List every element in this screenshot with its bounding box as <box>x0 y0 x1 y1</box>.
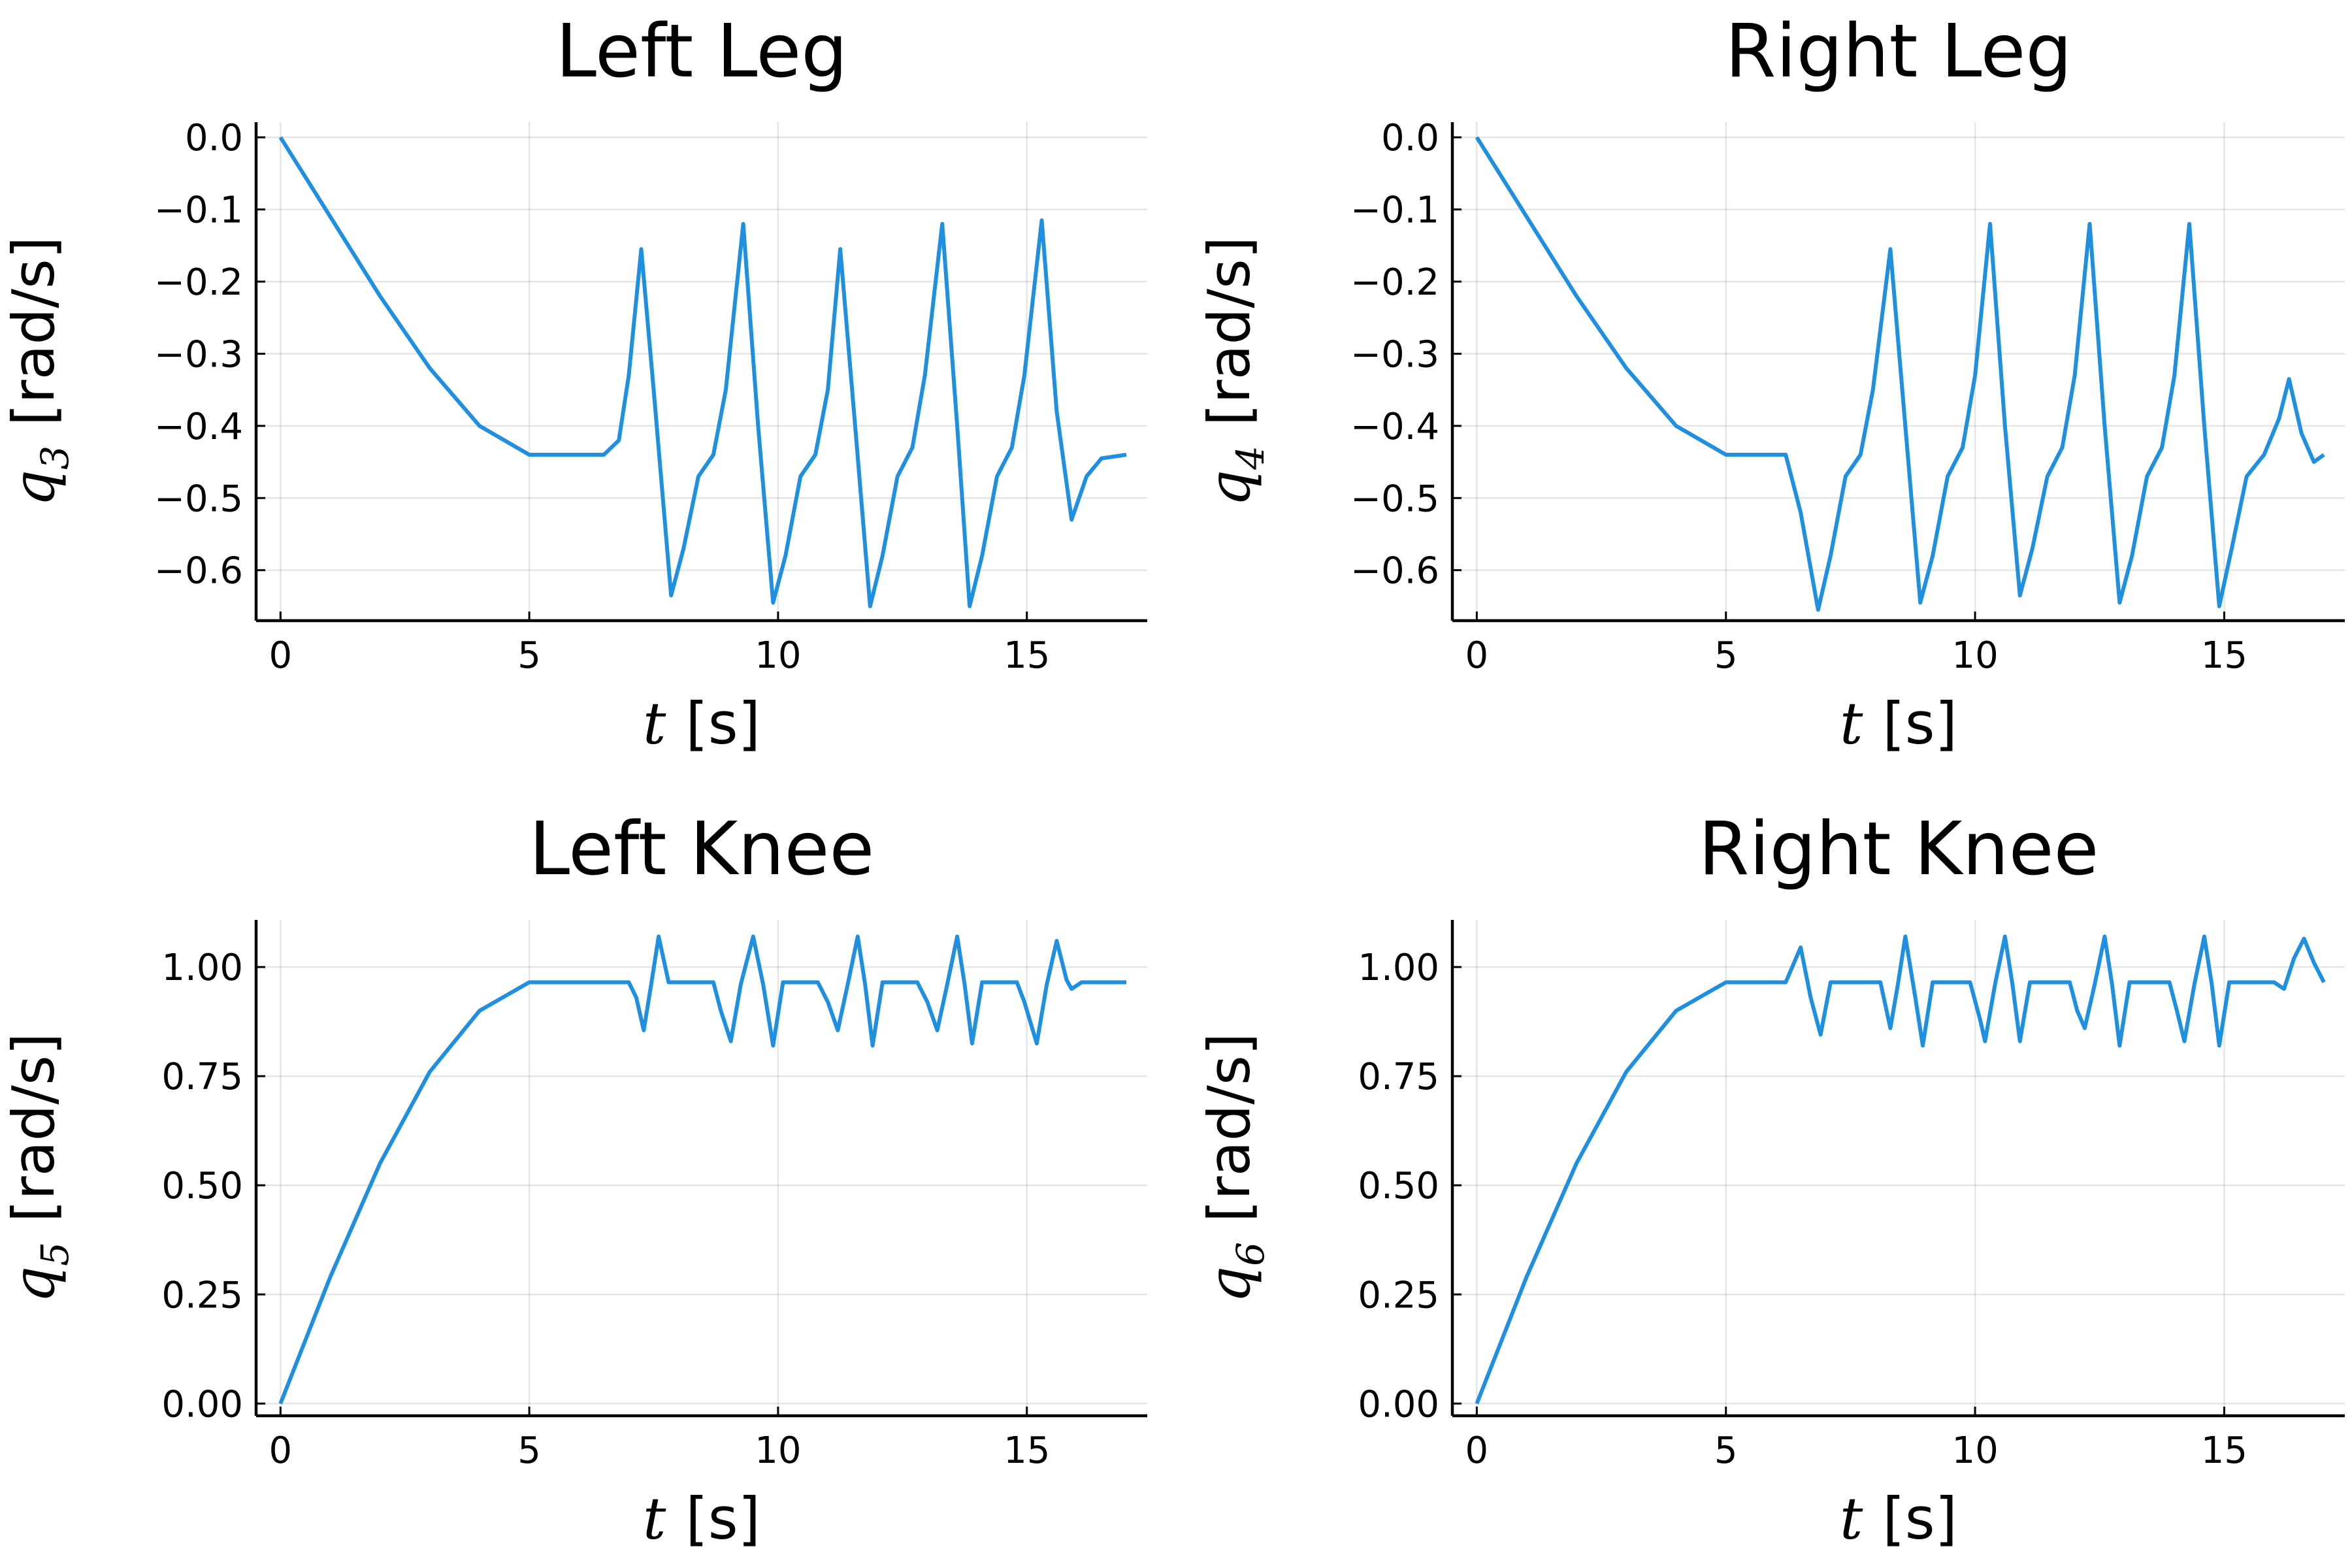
x-tick-label: 5 <box>517 634 541 677</box>
y-tick-label: 0.50 <box>1358 1165 1439 1207</box>
y-label-subscript: 3 <box>33 446 77 470</box>
x-label-unit: [s] <box>1882 690 1957 757</box>
data-line <box>1475 934 2326 1405</box>
subplot-title: Right Leg <box>1725 9 2072 94</box>
x-tick-label: 0 <box>269 1429 292 1472</box>
subplot-title: Right Knee <box>1699 807 2099 892</box>
y-tick-label: −0.1 <box>154 189 243 232</box>
subplot: Right Leg 0 5 10 15 0.0 −0.1 −0.2 −0.3 −0.4 −0.5 −0… <box>1196 9 2345 757</box>
y-tick-label: −0.1 <box>1350 189 1439 232</box>
x-tick-label: 15 <box>1004 634 1050 677</box>
x-tick-label: 0 <box>269 634 292 677</box>
y-tick-label: 0.25 <box>1358 1274 1439 1316</box>
x-tick-label: 10 <box>755 1429 801 1472</box>
x-tick-label: 15 <box>2201 634 2247 677</box>
x-label-symbol: t <box>1840 690 1863 757</box>
y-tick-label: −0.3 <box>154 333 243 376</box>
x-axis-label: t [s] <box>1840 690 1957 757</box>
x-label-symbol: t <box>643 690 666 757</box>
y-tick-label: −0.5 <box>154 478 243 520</box>
y-label-symbol: q <box>0 470 67 506</box>
y-tick-label: 0.50 <box>161 1165 243 1207</box>
x-tick-label: 5 <box>517 1429 541 1472</box>
y-tick-label: 0.75 <box>161 1056 243 1098</box>
subplot-title: Left Leg <box>556 9 848 94</box>
x-tick-label: 15 <box>2201 1429 2247 1472</box>
x-tick-label: 15 <box>1004 1429 1050 1472</box>
data-line <box>1475 136 2325 612</box>
x-axis-label: t [s] <box>643 1485 760 1552</box>
y-label-subscript: 6 <box>1228 1242 1273 1266</box>
subplot: Left Knee 0 5 10 15 0.00 0.25 0.50 0.75 1.00 t [s] q… <box>0 807 1147 1552</box>
y-tick-label: 0.25 <box>161 1274 243 1316</box>
x-tick-label: 10 <box>1952 1429 1998 1472</box>
y-tick-label: −0.6 <box>1350 550 1439 593</box>
y-tick-label: −0.4 <box>1350 406 1439 448</box>
x-label-unit: [s] <box>685 1485 760 1552</box>
subplot-title: Left Knee <box>529 807 875 892</box>
x-axis-label: t [s] <box>643 690 760 757</box>
y-tick-label: −0.6 <box>154 550 243 593</box>
x-tick-label: 0 <box>1465 1429 1489 1472</box>
y-tick-label: 0.0 <box>185 117 243 159</box>
x-label-symbol: t <box>643 1485 666 1552</box>
y-label-subscript: 4 <box>1228 446 1273 470</box>
x-tick-label: 10 <box>755 634 801 677</box>
y-label-unit: [rad/s] <box>0 1033 67 1222</box>
y-tick-label: 1.00 <box>161 947 243 989</box>
y-label-subscript: 5 <box>33 1242 77 1266</box>
y-tick-label: 0.00 <box>1358 1383 1439 1426</box>
y-tick-label: 0.00 <box>161 1383 243 1426</box>
y-label-unit: [rad/s] <box>1196 237 1263 426</box>
x-axis-label: t [s] <box>1840 1485 1957 1552</box>
y-axis-label: q3 [rad/s] <box>0 237 77 506</box>
y-axis-label: q6 [rad/s] <box>1196 1033 1273 1303</box>
x-label-unit: [s] <box>685 690 760 757</box>
x-label-unit: [s] <box>1882 1485 1957 1552</box>
y-axis-label: q5 [rad/s] <box>0 1033 77 1303</box>
y-tick-label: −0.2 <box>1350 261 1439 304</box>
y-tick-label: −0.3 <box>1350 333 1439 376</box>
data-line <box>278 136 1127 608</box>
y-label-symbol: q <box>1196 470 1263 506</box>
y-label-unit: [rad/s] <box>1196 1033 1263 1222</box>
x-tick-label: 5 <box>1714 634 1738 677</box>
subplot: Right Knee 0 5 10 15 0.00 0.25 0.50 0.75 1.00 t [s]… <box>1196 807 2345 1552</box>
y-label-symbol: q <box>0 1266 67 1303</box>
x-label-symbol: t <box>1840 1485 1863 1552</box>
y-label-symbol: q <box>1196 1266 1263 1303</box>
y-tick-label: 0.0 <box>1381 117 1439 159</box>
x-tick-label: 0 <box>1465 634 1489 677</box>
y-label-unit: [rad/s] <box>0 237 67 426</box>
subplot: Left Leg 0 5 10 15 0.0 −0.1 −0.2 −0.3 −0.4 −0.5 −0.… <box>0 9 1147 757</box>
y-tick-label: 0.75 <box>1358 1056 1439 1098</box>
x-tick-label: 10 <box>1952 634 1998 677</box>
data-line <box>278 934 1126 1405</box>
y-tick-label: −0.4 <box>154 406 243 448</box>
y-axis-label: q4 [rad/s] <box>1196 237 1273 506</box>
y-tick-label: −0.2 <box>154 261 243 304</box>
y-tick-label: 1.00 <box>1358 947 1439 989</box>
x-tick-label: 5 <box>1714 1429 1738 1472</box>
y-tick-label: −0.5 <box>1350 478 1439 520</box>
